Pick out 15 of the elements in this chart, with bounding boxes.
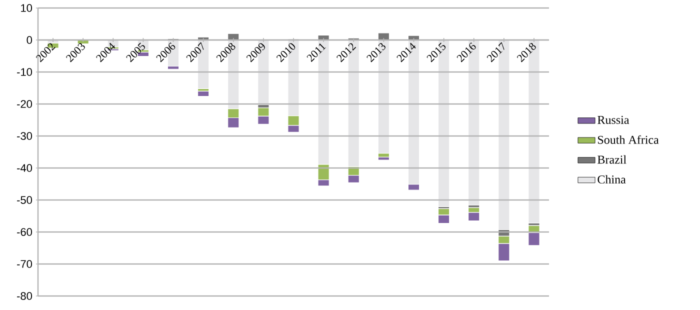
y-tick-label: -30 xyxy=(17,132,32,140)
y-tick-label: -20 xyxy=(17,100,32,108)
y-tick-label: -80 xyxy=(17,292,32,300)
y-tick-label: 10 xyxy=(21,4,32,12)
legend-label: South Africa xyxy=(598,135,659,144)
legend-label: China xyxy=(598,175,626,184)
y-tick-label: -50 xyxy=(17,196,32,204)
y-tick-label: 0 xyxy=(26,36,32,44)
y-tick-label: -10 xyxy=(17,68,32,76)
legend-label: Russia xyxy=(598,116,630,124)
y-tick-label: -60 xyxy=(17,228,32,236)
legend-label: Brazil xyxy=(598,155,626,164)
y-tick-label: -70 xyxy=(17,260,32,268)
x-tick-label: 2011 xyxy=(306,43,326,62)
y-tick-label: -40 xyxy=(17,164,32,172)
